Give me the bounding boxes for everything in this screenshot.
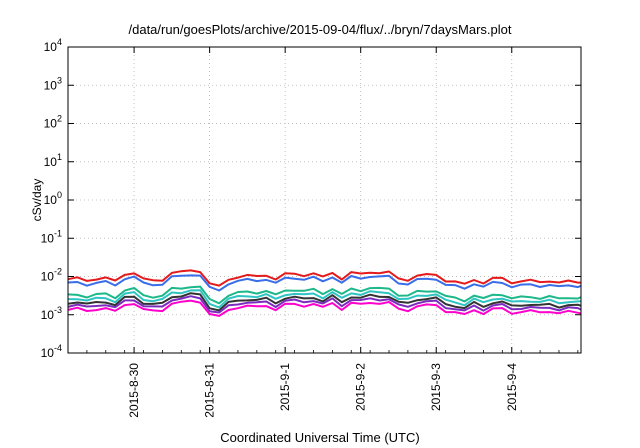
x-tick-label: 2015-9-4 bbox=[505, 363, 519, 411]
series-line bbox=[67, 292, 582, 312]
y-tick-label: 101 bbox=[44, 152, 62, 169]
series-line bbox=[67, 269, 581, 287]
y-tick-label: 10-1 bbox=[41, 228, 62, 245]
series-group bbox=[67, 269, 582, 317]
y-tick-label: 10-4 bbox=[41, 343, 62, 360]
x-tick-label: 2015-9-1 bbox=[278, 363, 292, 411]
x-tick-label: 2015-8-30 bbox=[127, 363, 141, 418]
series-line bbox=[67, 295, 582, 314]
y-tick-label: 10-2 bbox=[41, 267, 62, 284]
x-tick-label: 2015-9-3 bbox=[429, 363, 443, 411]
series-line bbox=[67, 274, 582, 292]
axes bbox=[67, 46, 582, 354]
y-tick-label: 102 bbox=[44, 114, 62, 131]
y-tick-label: 100 bbox=[44, 190, 62, 207]
plot-frame bbox=[67, 46, 582, 354]
x-tick-labels: 2015-8-30 2015-8-31 2015-9-1 2015-9-2 2015-9… bbox=[127, 363, 519, 418]
chart-title: /data/run/goesPlots/archive/2015-09-04/f… bbox=[128, 22, 512, 37]
series-line bbox=[67, 299, 582, 317]
y-tick-label: 10-3 bbox=[41, 305, 62, 322]
y-axis-label: cSv/day bbox=[30, 178, 44, 222]
y-tick-labels: 10-4 10-3 10-2 10-1 100 101 102 103 104 bbox=[41, 37, 62, 360]
x-tick-label: 2015-9-2 bbox=[354, 363, 368, 411]
y-tick-label: 104 bbox=[44, 37, 62, 54]
x-tick-label: 2015-8-31 bbox=[203, 363, 217, 418]
series-line bbox=[67, 289, 582, 309]
series-line bbox=[67, 285, 582, 305]
x-axis-label: Coordinated Universal Time (UTC) bbox=[220, 430, 420, 445]
y-tick-label: 103 bbox=[44, 75, 62, 92]
